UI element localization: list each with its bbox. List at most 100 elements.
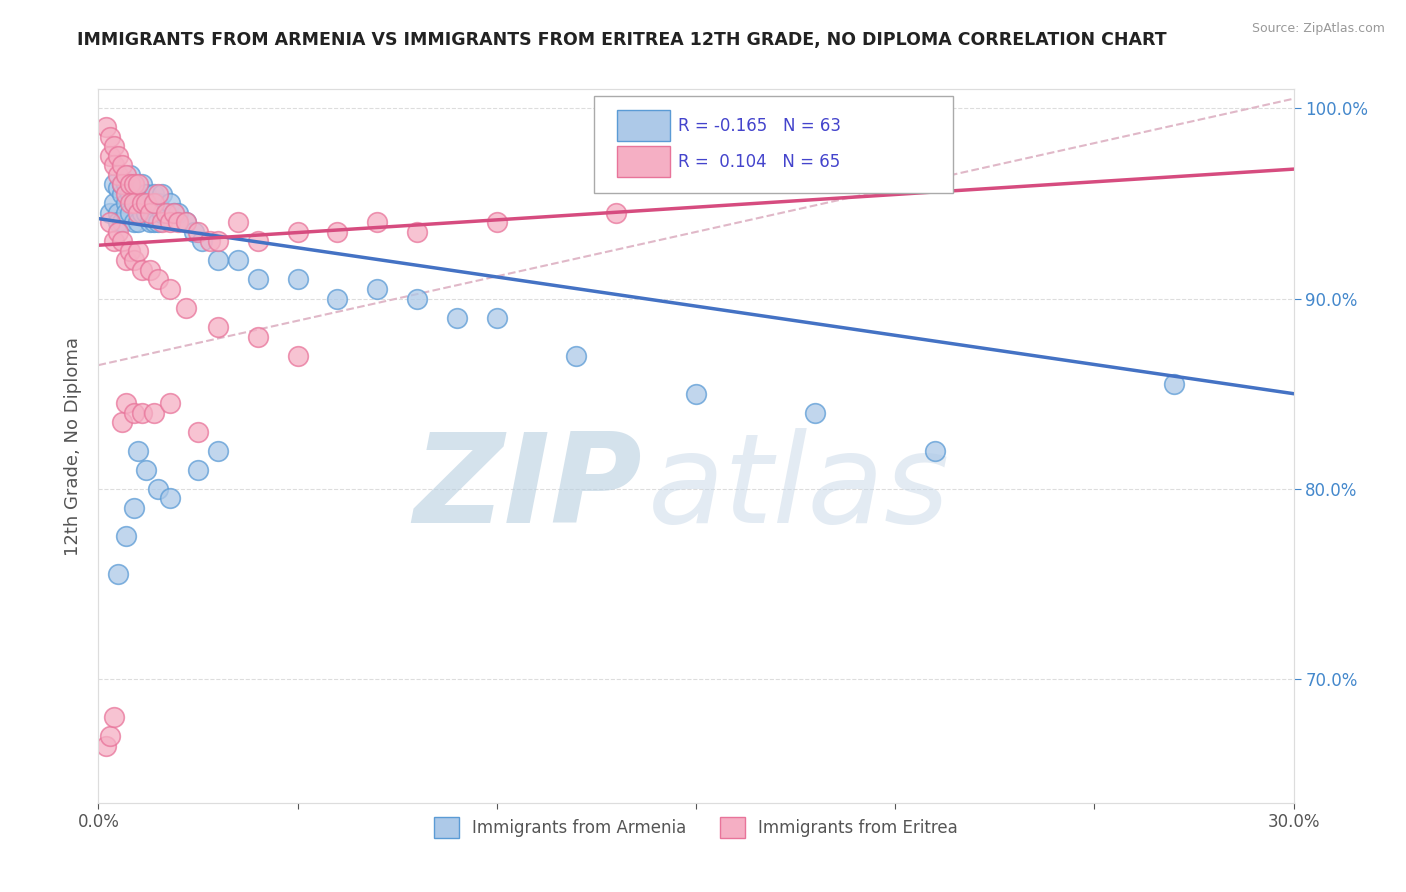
Point: [115, 396, 138, 410]
Text: R = -0.165   N = 63: R = -0.165 N = 63: [678, 118, 841, 136]
Point: [120, 168, 142, 182]
Point: [167, 215, 190, 229]
Point: [115, 253, 138, 268]
Point: [139, 215, 162, 229]
Point: [159, 396, 181, 410]
Text: ZIP: ZIP: [413, 428, 643, 549]
Point: [127, 196, 149, 211]
Point: [150, 186, 173, 201]
Point: [124, 500, 146, 515]
Point: [150, 215, 173, 229]
Point: [139, 263, 162, 277]
Point: [187, 425, 209, 439]
Point: [111, 158, 134, 172]
Point: [226, 215, 249, 229]
Point: [115, 178, 138, 192]
Point: [143, 215, 166, 229]
Point: [124, 196, 146, 211]
Point: [287, 225, 309, 239]
Point: [127, 443, 149, 458]
Point: [107, 206, 129, 220]
Point: [246, 329, 269, 343]
Point: [107, 181, 129, 195]
Point: [135, 463, 157, 477]
Point: [115, 168, 138, 182]
Point: [103, 158, 125, 172]
Point: [167, 206, 190, 220]
Point: [287, 272, 309, 286]
Point: [148, 196, 170, 211]
Point: [139, 206, 162, 220]
Point: [124, 215, 146, 229]
Point: [98, 729, 122, 743]
Point: [120, 186, 142, 201]
Point: [148, 186, 170, 201]
Point: [135, 196, 157, 211]
Point: [187, 463, 209, 477]
Point: [326, 292, 349, 306]
Point: [326, 225, 349, 239]
Point: [103, 178, 125, 192]
Text: R =  0.104   N = 65: R = 0.104 N = 65: [678, 153, 841, 171]
Point: [207, 443, 229, 458]
Point: [150, 206, 173, 220]
Point: [183, 225, 205, 239]
Point: [174, 301, 197, 315]
Point: [96, 739, 118, 753]
Point: [98, 206, 122, 220]
Point: [246, 272, 269, 286]
Point: [111, 186, 134, 201]
Point: [107, 168, 129, 182]
Text: IMMIGRANTS FROM ARMENIA VS IMMIGRANTS FROM ERITREA 12TH GRADE, NO DIPLOMA CORREL: IMMIGRANTS FROM ARMENIA VS IMMIGRANTS FR…: [77, 31, 1167, 49]
Point: [1163, 377, 1185, 392]
Point: [103, 196, 125, 211]
Point: [120, 244, 142, 258]
Point: [446, 310, 468, 325]
Point: [685, 386, 707, 401]
Point: [103, 710, 125, 724]
Point: [124, 196, 146, 211]
Point: [107, 215, 129, 229]
Point: [107, 225, 129, 239]
Point: [98, 215, 122, 229]
Point: [148, 272, 170, 286]
Point: [191, 235, 214, 249]
Point: [124, 178, 146, 192]
Point: [198, 235, 221, 249]
Point: [143, 186, 166, 201]
Point: [120, 178, 142, 192]
Point: [406, 225, 429, 239]
Text: atlas: atlas: [648, 428, 950, 549]
Point: [103, 235, 125, 249]
Point: [485, 310, 508, 325]
Point: [131, 263, 153, 277]
Point: [139, 196, 162, 211]
Point: [159, 491, 181, 506]
Text: Source: ZipAtlas.com: Source: ZipAtlas.com: [1251, 22, 1385, 36]
Point: [924, 443, 946, 458]
Point: [131, 206, 153, 220]
Point: [287, 349, 309, 363]
Point: [107, 567, 129, 582]
Point: [115, 186, 138, 201]
Point: [143, 406, 166, 420]
Point: [148, 215, 170, 229]
Point: [96, 120, 118, 135]
Point: [159, 282, 181, 296]
Point: [111, 178, 134, 192]
FancyBboxPatch shape: [617, 110, 669, 141]
Point: [155, 206, 177, 220]
Point: [124, 253, 146, 268]
FancyBboxPatch shape: [617, 145, 669, 177]
Point: [143, 196, 166, 211]
Point: [127, 206, 149, 220]
Point: [115, 196, 138, 211]
Point: [111, 415, 134, 429]
Point: [124, 186, 146, 201]
Point: [163, 206, 186, 220]
Point: [131, 178, 153, 192]
Point: [127, 215, 149, 229]
Point: [174, 215, 197, 229]
Legend: Immigrants from Armenia, Immigrants from Eritrea: Immigrants from Armenia, Immigrants from…: [427, 811, 965, 845]
Point: [131, 406, 153, 420]
